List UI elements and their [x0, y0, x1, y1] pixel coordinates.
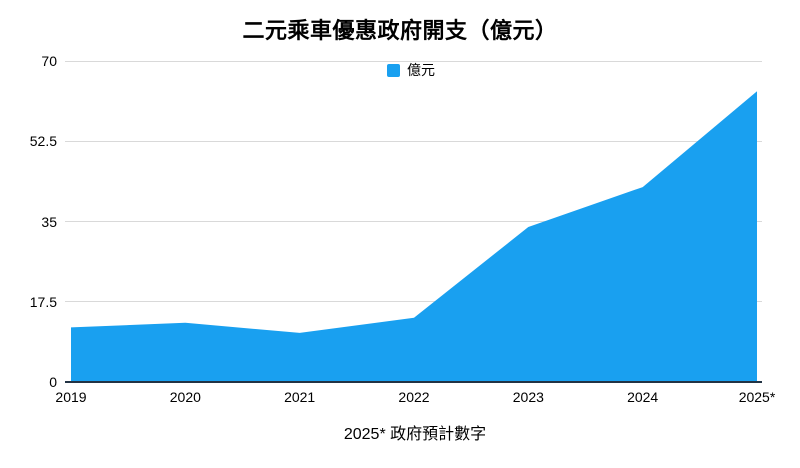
- x-axis-tick-label: 2021: [284, 389, 316, 405]
- chart-title: 二元乘車優惠政府開支（億元）: [242, 18, 558, 43]
- legend: 億元: [11, 60, 800, 80]
- gridline: [65, 140, 762, 142]
- x-axis-line: [65, 381, 762, 383]
- gridline: [65, 221, 762, 222]
- gridline: [65, 60, 762, 62]
- x-axis-tick-label: 2022: [398, 389, 430, 405]
- y-axis-tick-label: 52.5: [29, 133, 57, 150]
- x-axis-tick-label: 2025*: [738, 389, 776, 405]
- y-axis-tick-label: 17.5: [29, 293, 57, 310]
- y-axis-tick-label: 0: [49, 374, 57, 390]
- x-axis-tick-label: 2024: [627, 389, 659, 405]
- y-axis-tick-label: 70: [41, 53, 57, 69]
- y-axis-tick-label: 35: [41, 213, 57, 230]
- chart-footnote: 2025* 政府預計數字: [343, 426, 487, 443]
- legend-swatch-icon: [387, 63, 400, 77]
- gridline: [65, 301, 762, 303]
- legend-label: 億元: [407, 62, 435, 78]
- x-axis-tick-label: 2020: [169, 389, 201, 405]
- x-axis-tick-label: 2023: [512, 389, 544, 405]
- x-axis-tick-label: 2019: [55, 389, 87, 405]
